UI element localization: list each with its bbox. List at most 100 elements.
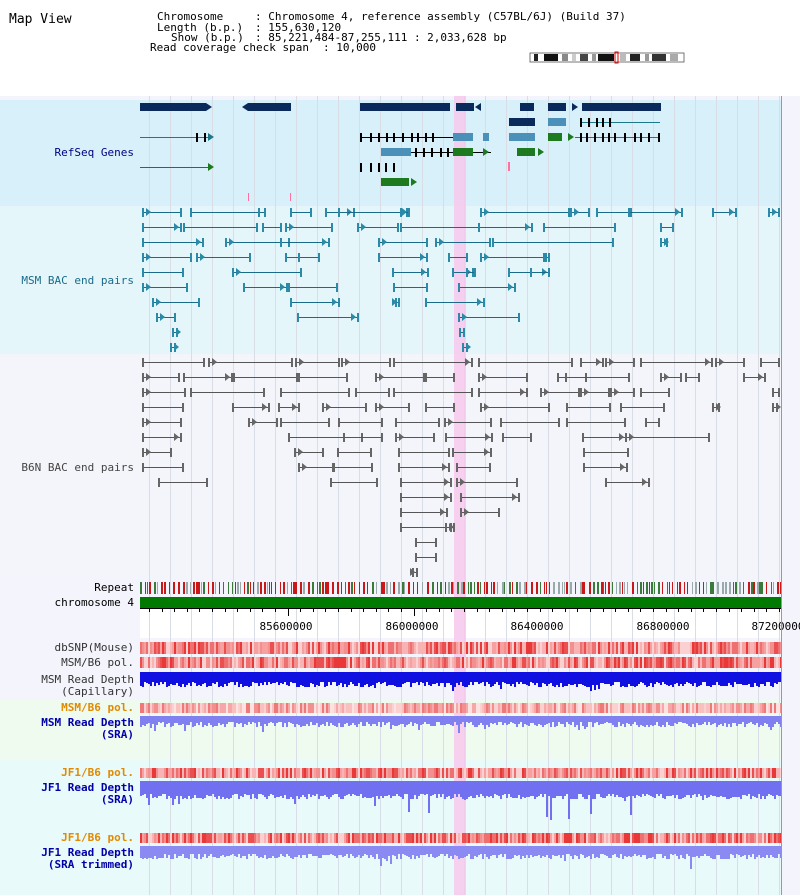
depth-bar (478, 781, 480, 797)
depth-bar (166, 716, 168, 724)
depth-bar (424, 716, 426, 722)
heat-cell (460, 642, 462, 654)
depth-bar (482, 716, 484, 725)
heat-cell (444, 657, 446, 668)
heat-cell (368, 703, 370, 713)
heat-cell (728, 642, 730, 654)
heat-cell (358, 768, 360, 778)
heat-cell (214, 642, 216, 654)
bac-pair-line (400, 482, 452, 483)
bac-end-marker (325, 208, 327, 217)
b6n-bac-end-pairs-track[interactable] (142, 358, 781, 577)
depth-bar (486, 716, 488, 725)
depth-bar (680, 716, 682, 722)
refseq-genes-track[interactable] (140, 103, 661, 201)
heat-cell (354, 703, 356, 713)
depth-bar (530, 846, 532, 855)
heat-cell (714, 657, 716, 668)
depth-bar (604, 716, 606, 723)
heat-cell (542, 657, 544, 668)
heat-cell (632, 768, 634, 778)
depth-bar (496, 781, 498, 795)
heat-cell (430, 703, 432, 713)
depth-bar (366, 672, 368, 684)
heat-cell (426, 657, 428, 668)
depth-bar (766, 781, 768, 796)
heat-cell (338, 768, 340, 778)
heat-cell (306, 833, 308, 843)
heat-cell (300, 768, 302, 778)
heat-cell (460, 657, 462, 668)
heat-cell (324, 642, 326, 654)
heat-cell (232, 703, 234, 713)
bac-end-marker (453, 523, 455, 532)
heat-cell (396, 703, 398, 713)
depth-bar (230, 672, 232, 682)
bac-pair-line (400, 497, 452, 498)
heat-cell (516, 642, 518, 654)
chromosome-bar[interactable] (140, 597, 781, 608)
heat-cell (158, 768, 160, 778)
heat-cell (212, 642, 214, 654)
depth-bar (624, 781, 626, 801)
bac-pair-line (395, 437, 435, 438)
ruler-tick (527, 608, 528, 612)
heat-cell (686, 833, 688, 843)
depth-bar (774, 672, 776, 683)
repeat-track[interactable] (140, 582, 782, 594)
polymorphism-heat-tracks[interactable] (140, 642, 782, 843)
depth-bar (772, 716, 774, 727)
heat-cell (230, 768, 232, 778)
depth-bar (314, 716, 316, 725)
heat-cell (286, 833, 288, 843)
heat-cell (438, 657, 440, 668)
heat-cell (644, 642, 646, 654)
bac-end-arrow (146, 448, 151, 456)
depth-bar (226, 672, 228, 686)
heat-cell (516, 703, 518, 713)
ruler-tick-label: 86000000 (386, 620, 439, 633)
read-depth-tracks[interactable] (140, 672, 782, 869)
heat-cell (582, 642, 584, 654)
bac-pair-line (232, 272, 302, 273)
depth-bar (158, 846, 160, 858)
ruler-tick (678, 608, 679, 612)
heat-cell (344, 657, 346, 668)
repeat-element (228, 582, 229, 594)
bac-end-marker (375, 403, 377, 412)
repeat-element (669, 582, 670, 594)
repeat-element (637, 582, 638, 594)
bac-end-marker (206, 478, 208, 487)
msm-bac-end-pairs-track[interactable] (142, 208, 780, 352)
heat-cell (588, 657, 590, 668)
depth-bar (326, 781, 328, 797)
heat-cell (742, 657, 744, 668)
depth-bar (712, 716, 714, 724)
bac-end-marker (268, 403, 270, 412)
depth-bar (694, 716, 696, 727)
chromosome-ideogram[interactable] (529, 51, 685, 64)
ruler-tick (313, 608, 314, 612)
heat-cell (516, 833, 518, 843)
depth-bar (572, 716, 574, 722)
heat-cell (206, 703, 208, 713)
grid-line (422, 96, 423, 895)
heat-cell (542, 703, 544, 713)
gene-exon-tick (360, 133, 362, 142)
depth-bar (596, 716, 598, 722)
depth-bar (518, 716, 520, 724)
heat-cell (302, 703, 304, 713)
depth-bar (292, 672, 294, 683)
depth-bar (608, 846, 610, 858)
depth-bar (410, 781, 412, 799)
heat-cell (388, 768, 390, 778)
depth-bar (346, 846, 348, 854)
heat-cell (694, 833, 696, 843)
heat-cell (360, 642, 362, 654)
heat-cell (296, 642, 298, 654)
heat-cell (304, 768, 306, 778)
heat-cell (706, 703, 708, 713)
heat-cell (480, 833, 482, 843)
heat-cell (162, 657, 164, 668)
